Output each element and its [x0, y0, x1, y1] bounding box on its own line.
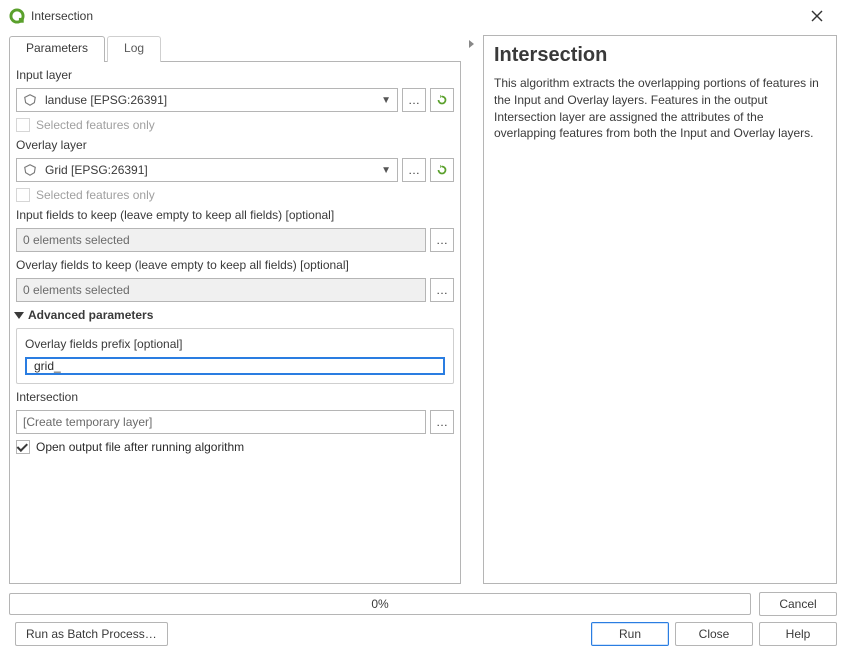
advanced-header[interactable]: Advanced parameters: [14, 308, 454, 322]
dialog-body: Parameters Log Input layer landuse [EPSG…: [1, 31, 845, 654]
progress-text: 0%: [371, 597, 388, 611]
overlay-layer-value: Grid [EPSG:26391]: [45, 163, 375, 177]
intersection-output-value[interactable]: [Create temporary layer]: [16, 410, 426, 434]
input-layer-label: Input layer: [16, 68, 454, 82]
close-button[interactable]: Close: [675, 622, 753, 646]
input-fields-browse-button[interactable]: …: [430, 228, 454, 252]
chevron-down-icon: ▼: [381, 165, 391, 176]
help-body: This algorithm extracts the overlapping …: [494, 75, 826, 142]
collapse-triangle-icon: [14, 312, 24, 319]
intersection-output-label: Intersection: [16, 390, 454, 404]
input-layer-combo[interactable]: landuse [EPSG:26391] ▼: [16, 88, 398, 112]
help-pane: Intersection This algorithm extracts the…: [483, 35, 837, 584]
iterate-icon: [435, 163, 449, 177]
open-output-checkbox[interactable]: [16, 440, 30, 454]
input-layer-value: landuse [EPSG:26391]: [45, 93, 375, 107]
overlay-fields-browse-button[interactable]: …: [430, 278, 454, 302]
polygon-layer-icon: [23, 163, 37, 177]
help-button[interactable]: Help: [759, 622, 837, 646]
dialog-window: Intersection Parameters Log Input layer: [0, 0, 846, 655]
window-close-button[interactable]: [797, 2, 837, 30]
left-pane: Parameters Log Input layer landuse [EPSG…: [9, 35, 461, 584]
input-selected-only-row: Selected features only: [16, 118, 454, 132]
input-fields-row: 0 elements selected …: [16, 228, 454, 252]
qgis-icon: [9, 8, 25, 24]
intersection-output-browse-button[interactable]: …: [430, 410, 454, 434]
overlay-selected-only-row: Selected features only: [16, 188, 454, 202]
tabstrip: Parameters Log: [9, 35, 461, 61]
bottom-row: Run as Batch Process… Run Close Help: [9, 622, 837, 646]
input-layer-browse-button[interactable]: …: [402, 88, 426, 112]
overlay-layer-label: Overlay layer: [16, 138, 454, 152]
overlay-selected-only-label: Selected features only: [36, 188, 155, 202]
advanced-group: Overlay fields prefix [optional]: [16, 328, 454, 384]
splitter-handle[interactable]: [467, 35, 477, 584]
input-fields-value[interactable]: 0 elements selected: [16, 228, 426, 252]
polygon-layer-icon: [23, 93, 37, 107]
overlay-layer-row: Grid [EPSG:26391] ▼ …: [16, 158, 454, 182]
input-layer-iterate-button[interactable]: [430, 88, 454, 112]
iterate-icon: [435, 93, 449, 107]
overlay-layer-browse-button[interactable]: …: [402, 158, 426, 182]
prefix-label: Overlay fields prefix [optional]: [25, 337, 445, 351]
progress-row: 0% Cancel: [9, 592, 837, 616]
tab-log[interactable]: Log: [107, 36, 161, 62]
titlebar: Intersection: [1, 1, 845, 31]
input-selected-only-label: Selected features only: [36, 118, 155, 132]
prefix-input-wrapper: [25, 357, 445, 375]
overlay-fields-row: 0 elements selected …: [16, 278, 454, 302]
progress-bar: 0%: [9, 593, 751, 615]
help-heading: Intersection: [494, 44, 826, 67]
input-selected-only-checkbox: [16, 118, 30, 132]
upper-split: Parameters Log Input layer landuse [EPSG…: [9, 35, 837, 584]
splitter-arrow-icon: [468, 39, 476, 49]
open-output-label: Open output file after running algorithm: [36, 440, 244, 454]
input-layer-row: landuse [EPSG:26391] ▼ …: [16, 88, 454, 112]
overlay-layer-iterate-button[interactable]: [430, 158, 454, 182]
run-button[interactable]: Run: [591, 622, 669, 646]
chevron-down-icon: ▼: [381, 95, 391, 106]
input-fields-label: Input fields to keep (leave empty to kee…: [16, 208, 454, 222]
close-icon: [811, 10, 823, 22]
overlay-layer-combo[interactable]: Grid [EPSG:26391] ▼: [16, 158, 398, 182]
advanced-label: Advanced parameters: [28, 308, 153, 322]
overlay-fields-label: Overlay fields to keep (leave empty to k…: [16, 258, 454, 272]
overlay-selected-only-checkbox: [16, 188, 30, 202]
cancel-button[interactable]: Cancel: [759, 592, 837, 616]
run-batch-button[interactable]: Run as Batch Process…: [15, 622, 168, 646]
intersection-output-row: [Create temporary layer] …: [16, 410, 454, 434]
parameters-panel: Input layer landuse [EPSG:26391] ▼ …: [9, 61, 461, 584]
prefix-input[interactable]: [32, 358, 438, 374]
open-output-row: Open output file after running algorithm: [16, 440, 454, 454]
overlay-fields-value[interactable]: 0 elements selected: [16, 278, 426, 302]
window-title: Intersection: [31, 9, 797, 23]
tab-parameters[interactable]: Parameters: [9, 36, 105, 62]
